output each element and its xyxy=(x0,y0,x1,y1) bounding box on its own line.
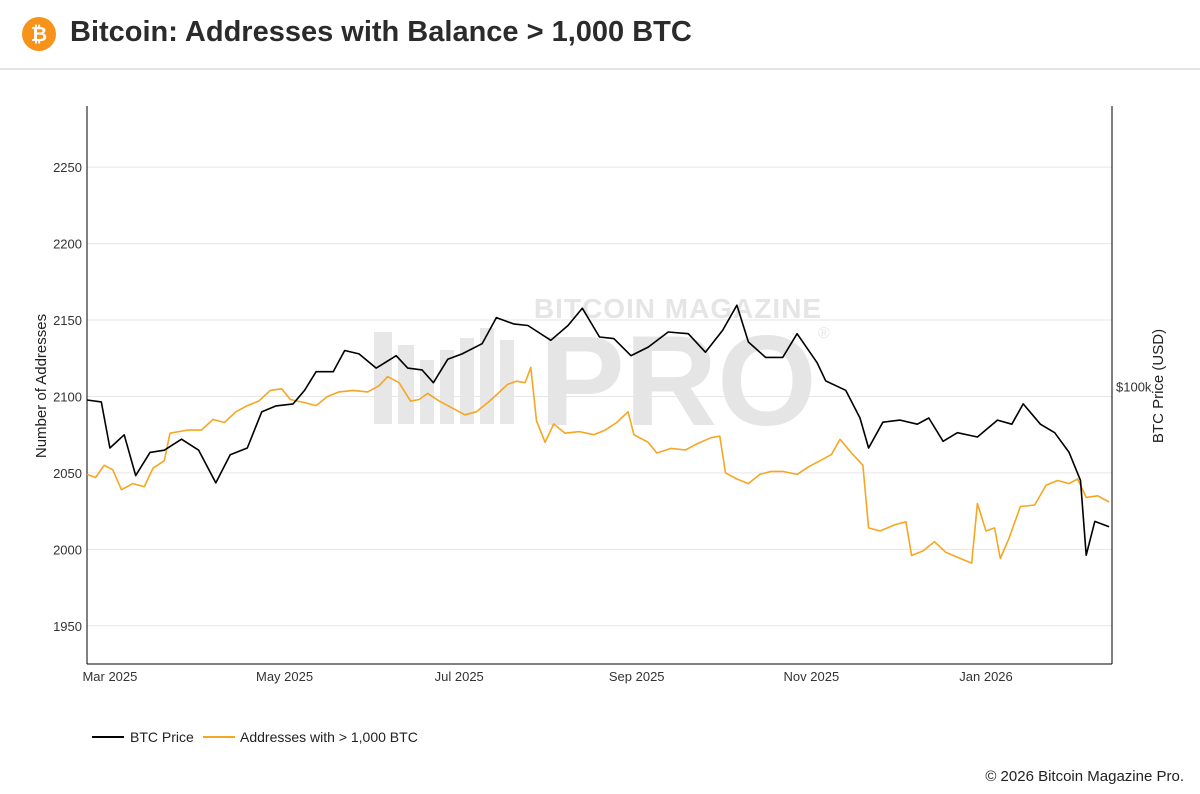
chart: BITCOIN MAGAZINE PRO ® 1950 2000 2050 2100 2… xyxy=(33,106,1167,745)
y-tick-label: 1950 xyxy=(53,619,82,634)
axes xyxy=(86,106,1113,665)
y-tick-label: 2150 xyxy=(53,313,82,328)
y-tick-label: 2250 xyxy=(53,160,82,175)
y-tick-label: 2200 xyxy=(53,237,82,252)
legend-label-btc-price: BTC Price xyxy=(130,729,194,745)
watermark-line2: PRO xyxy=(539,310,816,453)
x-tick-label: Jul 2025 xyxy=(435,669,484,684)
x-tick-label: Nov 2025 xyxy=(784,669,840,684)
tick-layer: 1950 2000 2050 2100 2150 2200 2250 Mar 2025 May … xyxy=(53,160,1152,684)
x-tick-label: Jan 2026 xyxy=(959,669,1013,684)
y-tick-label: 2050 xyxy=(53,466,82,481)
series-line-btc-price xyxy=(86,304,1110,557)
x-tick-label: Sep 2025 xyxy=(609,669,665,684)
page-title: Bitcoin: Addresses with Balance > 1,000 … xyxy=(70,16,692,48)
bitcoin-logo-icon: ₿ xyxy=(22,17,56,51)
grid xyxy=(87,166,1112,627)
x-tick-label: Mar 2025 xyxy=(82,669,137,684)
page-header: ₿ Bitcoin: Addresses with Balance > 1,00… xyxy=(0,0,1200,70)
y-tick-label: 2100 xyxy=(53,389,82,404)
legend: BTC Price Addresses with > 1,000 BTC xyxy=(92,729,418,745)
y2-axis-title: BTC Price (USD) xyxy=(1150,329,1167,443)
watermark-registered: ® xyxy=(818,325,830,342)
y-axis-title: Number of Addresses xyxy=(33,314,50,458)
x-tick-label: May 2025 xyxy=(256,669,313,684)
legend-label-addresses: Addresses with > 1,000 BTC xyxy=(240,729,418,745)
copyright-footer: © 2026 Bitcoin Magazine Pro. xyxy=(985,768,1184,785)
series-layer xyxy=(86,304,1110,564)
y-tick-label: 2000 xyxy=(53,542,82,557)
y2-tick-label: $100k xyxy=(1116,380,1152,395)
watermark: BITCOIN MAGAZINE PRO ® xyxy=(374,293,830,453)
series-line-addresses xyxy=(86,366,1110,564)
watermark-bars-icon xyxy=(374,328,514,424)
